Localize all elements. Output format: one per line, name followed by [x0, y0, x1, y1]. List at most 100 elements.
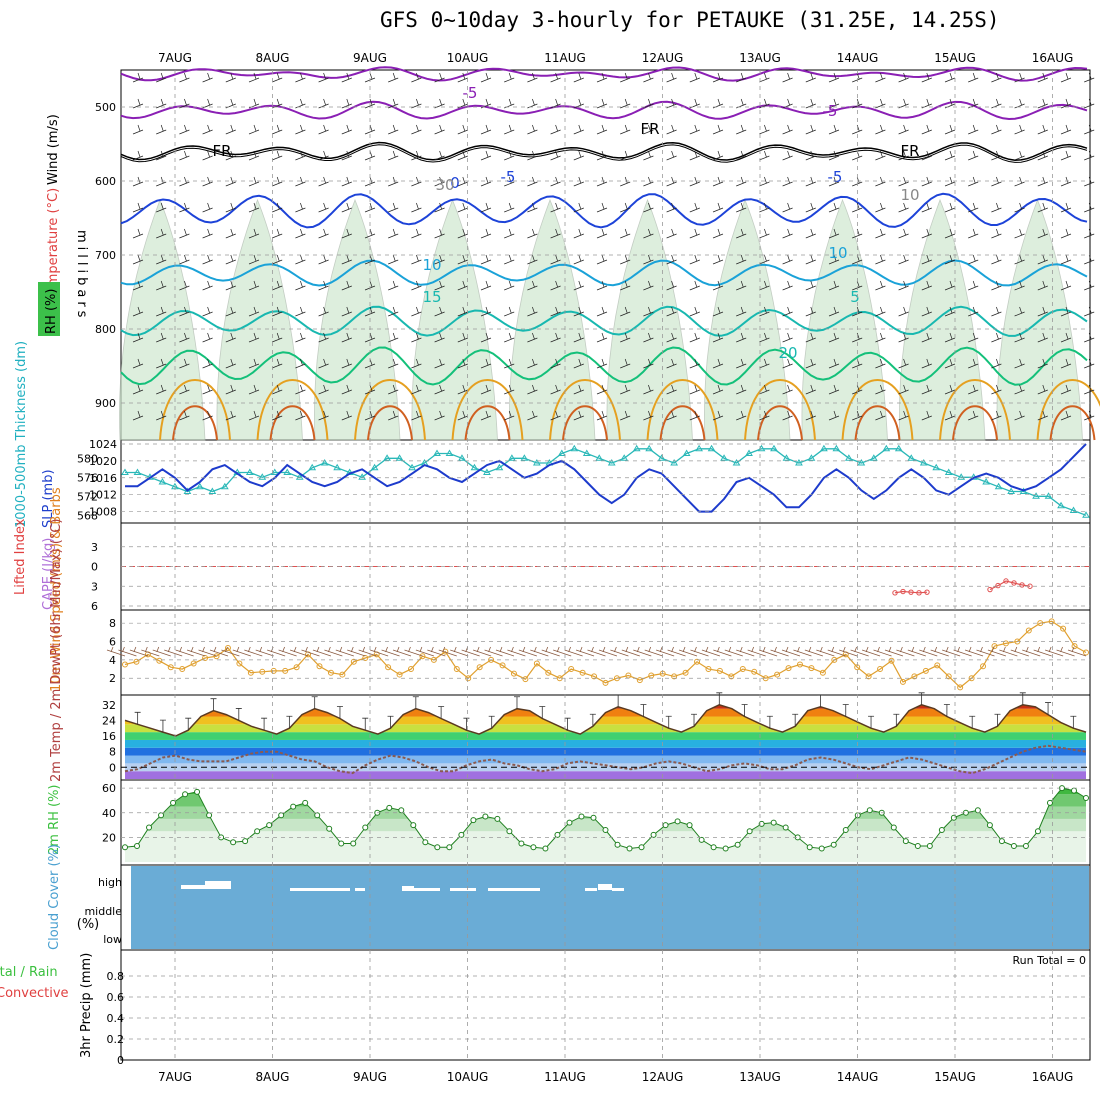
wind-barb [968, 228, 979, 239]
wind-barb-10m [541, 646, 560, 657]
wind-barb [968, 176, 979, 187]
slp-tick: 1024 [89, 438, 117, 451]
wind-barb [202, 332, 213, 343]
wind-barb [759, 332, 770, 343]
wind-barb [527, 306, 538, 317]
temp-maxbar [969, 715, 976, 729]
wind-barb [736, 176, 747, 187]
wind-barb-10m [484, 646, 503, 657]
rh-legend-box [38, 282, 60, 336]
wind-speed-marker [510, 670, 517, 677]
rh-marker [602, 827, 609, 833]
temp-maxbar [589, 713, 596, 727]
wind-barb-10m [690, 646, 709, 657]
wind-barb [411, 358, 422, 369]
wind-barb [1060, 384, 1072, 395]
isotherm-30-loop [269, 405, 316, 441]
wind-barb [132, 124, 144, 135]
thickness-marker [220, 482, 229, 490]
date-label-top: 11AUG [544, 51, 586, 65]
date-label-top: 12AUG [642, 51, 684, 65]
thickness-marker [919, 459, 928, 466]
wind-barb [596, 280, 608, 291]
wind-barb-10m [335, 646, 354, 657]
wind-barb [272, 384, 283, 395]
wind-barb [341, 124, 352, 135]
wind-barb [828, 98, 840, 109]
temp-band [125, 724, 1086, 733]
wind-barb-10m [919, 646, 938, 657]
wind-speed-marker [602, 679, 609, 686]
wind-barb [666, 228, 677, 239]
thickness-marker [894, 444, 903, 452]
wind-barb [202, 202, 213, 213]
temp-tick: 8 [109, 746, 116, 759]
wind-barb [666, 72, 677, 83]
rh-marker [470, 817, 477, 824]
wind-barb [991, 228, 1002, 239]
wind-barb [782, 384, 793, 395]
wind-barb [318, 358, 329, 369]
wind-barb [782, 228, 793, 239]
rh-marker [914, 843, 921, 849]
wind-barb [620, 306, 631, 317]
wind-barb [295, 202, 306, 213]
rh-marker [974, 807, 981, 814]
wind-barb [411, 124, 422, 135]
wind-barb [434, 202, 445, 213]
wind-barb [712, 72, 724, 83]
wind-barb [156, 332, 167, 343]
wind-barb [202, 176, 213, 187]
wind-barb [898, 332, 909, 343]
wind-speed-marker [694, 658, 701, 665]
wind-barb [805, 124, 816, 135]
thickness-marker [358, 473, 367, 480]
wind-barb [1014, 384, 1025, 395]
temp-band [125, 739, 1086, 748]
rh-marker [686, 822, 693, 829]
wind-barb [1014, 280, 1025, 291]
wind-barb [341, 98, 352, 109]
cloud-level-label: middle [84, 905, 122, 918]
wind-barb [504, 72, 515, 83]
wind-barb [712, 176, 724, 187]
wind-barb [712, 228, 724, 239]
wind-barb [573, 124, 584, 135]
wind-barb-10m [873, 646, 892, 657]
wind-barb-10m [827, 646, 846, 657]
wind-barb [828, 150, 840, 161]
rh-marker [242, 838, 249, 845]
wind-barb [1037, 410, 1048, 421]
wind-barb [991, 384, 1002, 395]
wind-barb [991, 280, 1002, 291]
wind-barb [944, 280, 956, 291]
wind-barb [341, 202, 352, 213]
rh-marker [266, 822, 273, 829]
wind-barb [1060, 176, 1072, 187]
wind-barb [504, 150, 515, 161]
rh-marker [1010, 843, 1017, 849]
wind-barb [179, 280, 190, 291]
wind-barb [318, 202, 329, 213]
wind-barb [643, 176, 654, 187]
label-wind10: 10m Wind Speed (m/s) & Barbs [49, 487, 64, 692]
wind-barb [341, 254, 352, 265]
wind-barb [1014, 228, 1025, 239]
label-temp: Temperature (°C) [46, 188, 61, 301]
wind-barb [1060, 358, 1072, 369]
wind-barb [1084, 176, 1095, 187]
wind-barb [225, 410, 236, 421]
wind-barb [596, 254, 608, 265]
isotherm-label: FR [900, 142, 919, 160]
wind-barb [527, 410, 538, 421]
wind-barb [295, 124, 306, 135]
wind-barb [388, 124, 399, 135]
wind-barb [968, 384, 979, 395]
date-label-bottom: 10AUG [447, 1070, 489, 1084]
wind-barb [434, 306, 445, 317]
wind-barb [480, 176, 492, 187]
thickness-marker [183, 487, 192, 494]
wind-barb [225, 72, 236, 83]
wind-barb [689, 254, 700, 265]
wind-barb [341, 72, 352, 83]
